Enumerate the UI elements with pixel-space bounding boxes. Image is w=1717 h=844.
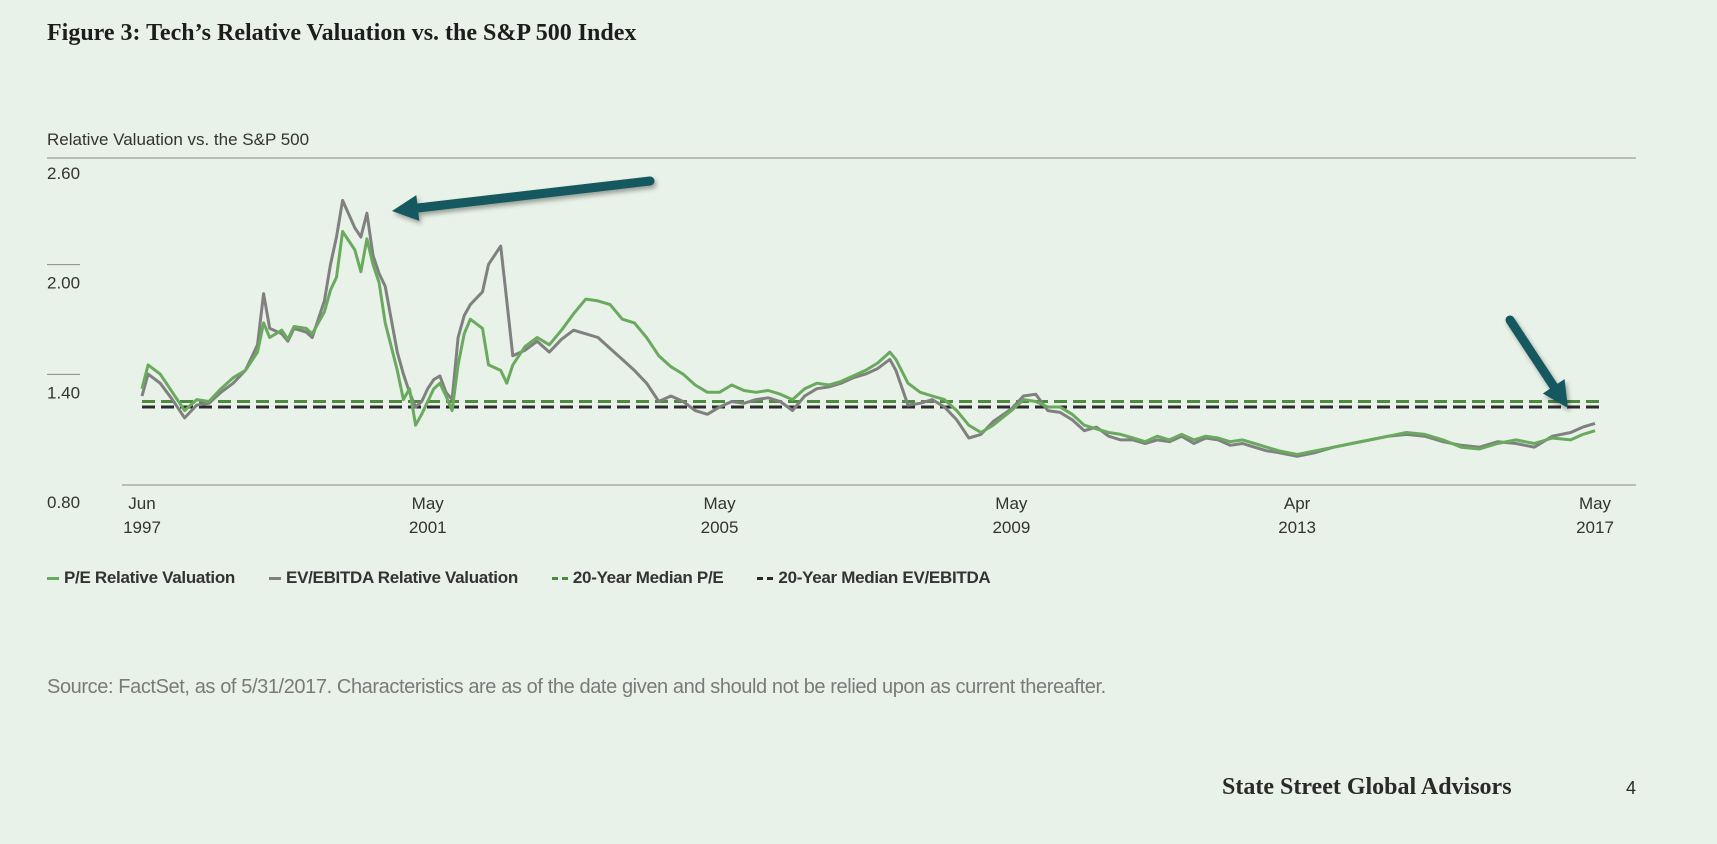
ev-ebitda-line	[140, 198, 1596, 458]
legend-item-median-pe: 20-Year Median P/E	[551, 568, 724, 588]
annotation-arrow-peak	[392, 176, 655, 221]
x-tick-year: 2005	[701, 518, 739, 537]
x-tick-label: May	[703, 494, 736, 513]
source-note: Source: FactSet, as of 5/31/2017. Charac…	[47, 676, 1106, 698]
y-tick-label: 0.80	[47, 493, 80, 512]
x-tick-label: May	[412, 494, 445, 513]
legend-swatch-median-ev	[757, 576, 774, 580]
legend-label-ev: EV/EBITDA Relative Valuation	[286, 568, 518, 587]
y-tick-label: 2.60	[47, 164, 80, 183]
legend-label-median-ev: 20-Year Median EV/EBITDA	[778, 568, 991, 587]
y-tick-label: 2.00	[47, 274, 80, 293]
annotation-arrow-current	[1505, 315, 1568, 408]
pe-line	[140, 230, 1596, 456]
x-tick-label: May	[1579, 494, 1612, 513]
y-tick-label: 1.40	[47, 383, 80, 402]
annotation-arrow-peak-shaft	[413, 176, 655, 213]
chart-legend: P/E Relative Valuation EV/EBITDA Relativ…	[47, 568, 991, 588]
x-tick-year: 2001	[409, 518, 447, 537]
legend-swatch-ev	[269, 576, 282, 580]
legend-swatch-median-pe	[551, 576, 568, 580]
x-tick-label: May	[995, 494, 1028, 513]
legend-label-median-pe: 20-Year Median P/E	[572, 568, 724, 587]
page-number: 4	[1626, 778, 1637, 798]
x-tick-label: Apr	[1284, 494, 1311, 513]
x-tick-label: Jun	[128, 494, 155, 513]
x-tick-year: 2009	[992, 518, 1030, 537]
annotation-arrow-peak-head	[392, 195, 420, 221]
legend-swatch-pe	[47, 576, 59, 580]
x-tick-year: 2017	[1576, 518, 1614, 537]
x-tick-year: 2013	[1278, 518, 1316, 537]
legend-item-ev: EV/EBITDA Relative Valuation	[269, 568, 518, 588]
legend-item-pe: P/E Relative Valuation	[47, 568, 235, 588]
annotation-arrow-current-shaft	[1505, 315, 1559, 391]
brand-name: State Street Global Advisors	[1222, 774, 1512, 800]
legend-item-median-ev: 20-Year Median EV/EBITDA	[757, 568, 991, 588]
legend-label-pe: P/E Relative Valuation	[64, 568, 236, 587]
y-axis-label: Relative Valuation vs. the S&P 500	[47, 130, 309, 149]
x-tick-year: 1997	[123, 518, 161, 537]
figure-title: Figure 3: Tech’s Relative Valuation vs. …	[47, 20, 637, 46]
annotation-arrow-current-head	[1542, 379, 1568, 408]
